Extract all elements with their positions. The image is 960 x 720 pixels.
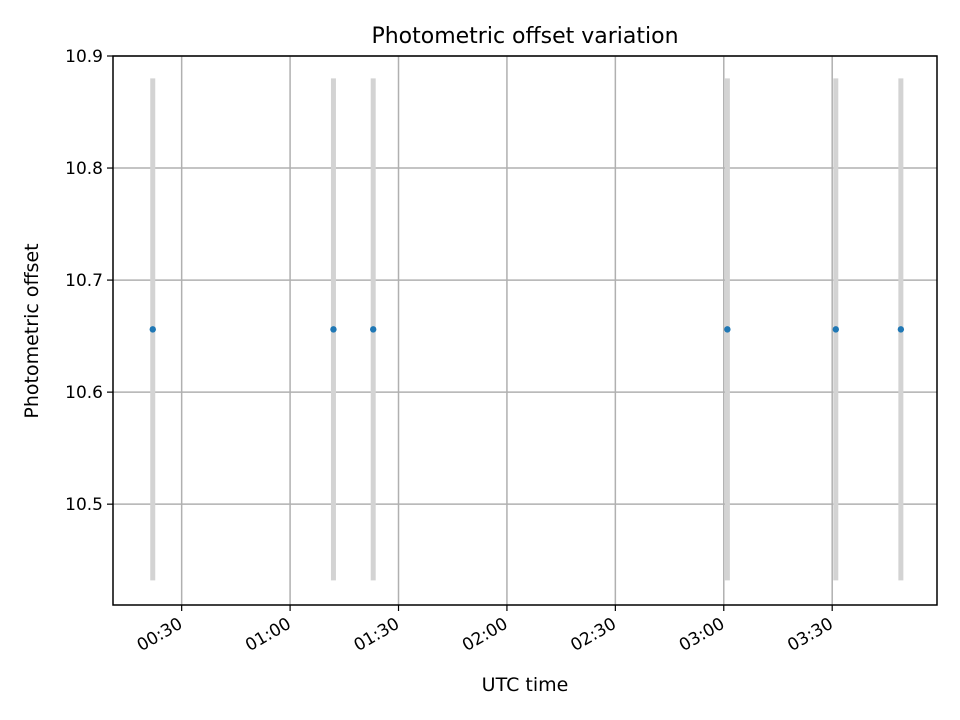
data-point — [149, 326, 156, 333]
x-tick-label: 03:30 — [784, 614, 836, 656]
y-tick-label: 10.5 — [65, 495, 103, 515]
error-bars — [150, 78, 904, 581]
plot-frame — [112, 55, 938, 606]
y-tick-label: 10.9 — [65, 47, 103, 67]
data-point — [724, 326, 731, 333]
x-axis-ticks: 00:30 01:00 01:30 02:00 02:30 03:00 03:30 — [134, 605, 837, 656]
data-points — [149, 326, 905, 333]
y-tick-label: 10.7 — [65, 271, 103, 291]
x-tick-label: 02:00 — [459, 614, 511, 656]
data-point — [897, 326, 905, 333]
y-axis-label: Photometric offset — [21, 243, 43, 418]
y-axis-ticks: 10.5 10.6 10.7 10.8 10.9 — [65, 47, 113, 515]
y-tick-label: 10.6 — [65, 383, 103, 403]
data-point — [370, 326, 377, 333]
x-tick-label: 00:30 — [134, 614, 186, 656]
x-axis-label: UTC time — [482, 674, 569, 696]
data-point — [832, 326, 840, 333]
x-tick-label: 01:00 — [242, 614, 294, 656]
chart-title: Photometric offset variation — [371, 24, 678, 49]
x-tick-label: 01:30 — [351, 614, 403, 656]
x-tick-label: 03:00 — [676, 614, 728, 656]
y-tick-label: 10.8 — [65, 159, 103, 179]
data-point — [330, 326, 337, 333]
grid-lines — [113, 55, 937, 605]
x-tick-label: 02:30 — [567, 614, 619, 656]
